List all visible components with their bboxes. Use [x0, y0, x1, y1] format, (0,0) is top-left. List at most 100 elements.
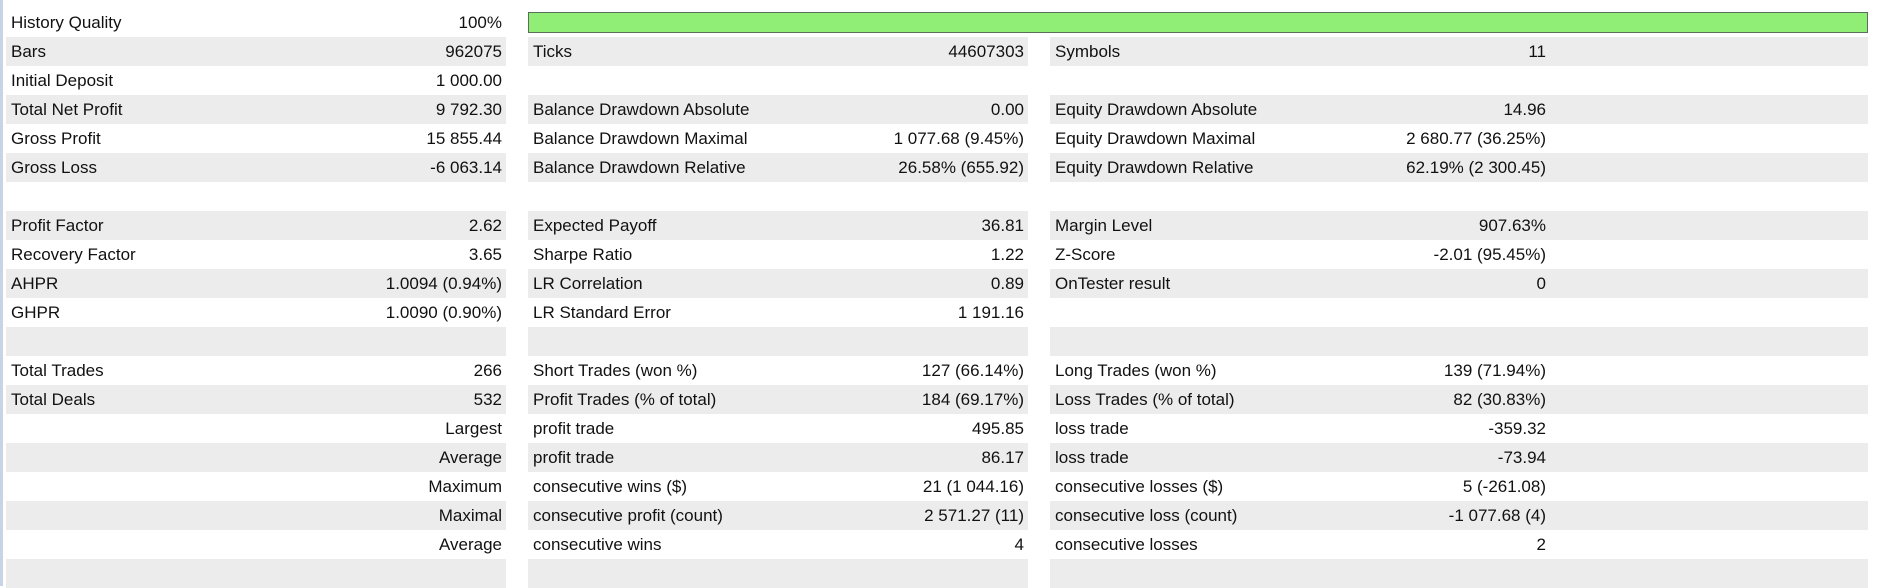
metric-value: 1.0090 (0.90%)	[385, 302, 502, 322]
metric-label: Z-Score	[1055, 244, 1116, 264]
metric-value: 0.89	[828, 269, 1028, 298]
metric-value: 907.63%	[1350, 211, 1550, 240]
metric-value: 4	[1014, 534, 1024, 554]
metric-label: Recovery Factor	[11, 244, 136, 264]
metric-value: 0	[1350, 269, 1550, 298]
trailing-cell	[1550, 269, 1869, 298]
metric-value: 62.19% (2 300.45)	[1350, 153, 1550, 182]
window-left-border	[0, 0, 3, 586]
metric-label: consecutive wins ($)	[533, 476, 688, 496]
column-gap	[506, 95, 528, 124]
metric-label: GHPR	[11, 302, 61, 322]
metric-label	[6, 182, 306, 211]
report-row: Total Trades 266 Short Trades (won %) 127 (…	[6, 356, 1868, 385]
metric-label: profit trade	[528, 443, 828, 472]
metric-value: 82 (30.83%)	[1350, 385, 1550, 414]
metric-label	[1050, 182, 1350, 211]
metric-label: consecutive losses	[1055, 534, 1198, 554]
history-quality-bar-cell	[528, 8, 1869, 37]
metric-value: 266	[473, 360, 502, 380]
metric-value: 139 (71.94%)	[1443, 360, 1546, 380]
trailing-cell	[1550, 37, 1869, 66]
metric-value: 127 (66.14%)	[921, 360, 1024, 380]
trailing-cell	[1550, 385, 1869, 414]
metric-label: Balance Drawdown Maximal	[533, 128, 748, 148]
metric-value: 21 (1 044.16)	[922, 476, 1024, 496]
metric-value: Average	[438, 534, 502, 554]
metric-value: 1.22	[990, 244, 1024, 264]
column-gap	[1028, 501, 1050, 530]
column-gap	[506, 356, 528, 385]
metric-value: 86.17	[828, 443, 1028, 472]
column-gap	[506, 414, 528, 443]
report-row	[6, 559, 1869, 588]
column-gap	[1028, 530, 1050, 559]
column-gap	[1028, 66, 1050, 95]
metric-label	[6, 327, 306, 356]
metric-value: 1 191.16	[957, 302, 1024, 322]
metric-label	[6, 443, 306, 472]
metric-value: 495.85	[972, 418, 1024, 438]
metric-label: Profit Factor	[6, 211, 306, 240]
column-gap	[506, 298, 528, 327]
report-row: Recovery Factor 3.65 Sharpe Ratio 1.22 Z-Sco…	[6, 240, 1868, 269]
metric-value	[1350, 182, 1550, 211]
column-gap	[1028, 385, 1050, 414]
metric-label	[6, 559, 306, 588]
metric-label: LR Correlation	[528, 269, 828, 298]
metric-label: Symbols	[1050, 37, 1350, 66]
metric-value	[828, 182, 1028, 211]
metric-value: 3.65	[468, 244, 502, 264]
trailing-cell	[1550, 414, 1868, 443]
column-gap	[1028, 240, 1050, 269]
metric-label: Short Trades (won %)	[533, 360, 698, 380]
metric-value	[306, 327, 506, 356]
column-gap	[506, 66, 528, 95]
metric-label: Total Net Profit	[6, 95, 306, 124]
metric-label	[1050, 298, 1350, 327]
metric-value	[828, 66, 1028, 95]
column-gap	[1028, 153, 1050, 182]
metric-label	[528, 327, 828, 356]
metric-label: Sharpe Ratio	[533, 244, 633, 264]
metric-label	[6, 530, 306, 559]
metric-value: Average	[306, 443, 506, 472]
metric-value: 2 571.27 (11)	[828, 501, 1028, 530]
column-gap	[506, 501, 528, 530]
metric-label: LR Standard Error	[533, 302, 671, 322]
column-gap	[1028, 37, 1050, 66]
report-row	[6, 182, 1868, 211]
column-gap	[1028, 414, 1050, 443]
metric-label: Equity Drawdown Absolute	[1050, 95, 1350, 124]
report-row: GHPR 1.0090 (0.90%) LR Standard Error 1 191…	[6, 298, 1868, 327]
metric-value: -6 063.14	[306, 153, 506, 182]
metric-label: Gross Loss	[6, 153, 306, 182]
metric-label: loss trade	[1050, 443, 1350, 472]
metric-label: consecutive loss (count)	[1050, 501, 1350, 530]
metric-value: 2.62	[306, 211, 506, 240]
trailing-cell	[1550, 298, 1868, 327]
metric-value	[306, 182, 506, 211]
metric-value	[1350, 298, 1550, 327]
trailing-cell	[1550, 124, 1868, 153]
report-row	[6, 327, 1869, 356]
trailing-cell	[1550, 530, 1868, 559]
metric-value: 962075	[306, 37, 506, 66]
column-gap	[1028, 559, 1050, 588]
report-row: Maximum consecutive wins ($) 21 (1 044.16)…	[6, 472, 1868, 501]
column-gap	[1028, 269, 1050, 298]
metric-label: Gross Profit	[11, 128, 101, 148]
metric-value: -73.94	[1350, 443, 1550, 472]
trailing-cell	[1550, 95, 1869, 124]
metric-value	[1350, 559, 1550, 588]
metric-value: -2.01 (95.45%)	[1433, 244, 1546, 264]
trailing-cell	[1550, 153, 1869, 182]
metric-label: Balance Drawdown Relative	[528, 153, 828, 182]
trailing-cell	[1550, 356, 1868, 385]
metric-label: Initial Deposit	[11, 70, 114, 90]
history-quality-bar-fill	[529, 13, 1868, 32]
trailing-cell	[1550, 443, 1869, 472]
column-gap	[1028, 95, 1050, 124]
column-gap	[1028, 472, 1050, 501]
metric-value: 15 855.44	[426, 128, 502, 148]
